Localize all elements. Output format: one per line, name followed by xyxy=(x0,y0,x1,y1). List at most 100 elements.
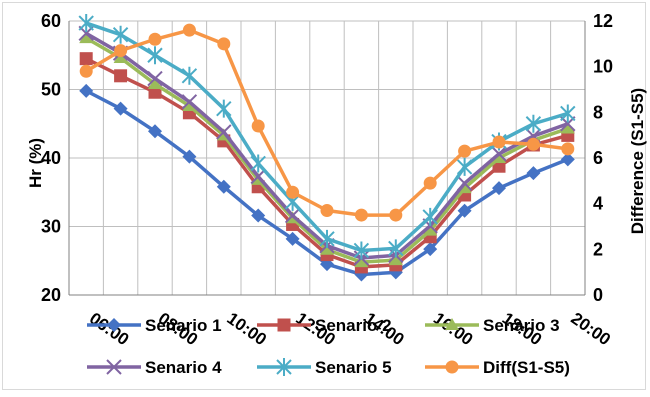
data-point xyxy=(388,253,403,266)
data-point xyxy=(526,137,540,151)
data-point xyxy=(560,121,575,134)
data-point xyxy=(492,135,506,149)
data-point xyxy=(182,149,197,164)
data-point xyxy=(113,101,128,116)
data-point xyxy=(491,146,507,162)
data-point xyxy=(560,104,576,123)
y2-tick-label: 4 xyxy=(593,194,603,214)
data-point xyxy=(250,154,266,173)
series-layer xyxy=(78,14,576,282)
data-point xyxy=(423,242,438,257)
data-point xyxy=(148,32,162,46)
data-point xyxy=(148,124,162,139)
series-diff-s1-s5- xyxy=(79,23,575,222)
data-point xyxy=(277,318,291,332)
data-point xyxy=(560,152,575,167)
y-tick-label: 40 xyxy=(41,148,61,168)
legend-label: Senario 1 xyxy=(145,316,222,335)
data-point xyxy=(320,257,334,272)
y2-tick-label: 10 xyxy=(593,57,613,77)
chart-frame: 20 30 40 50 60 0 2 4 6 8 10 12 06:00 08:00 10:00 12:00 1… xyxy=(2,2,647,390)
data-point xyxy=(284,207,301,224)
data-point xyxy=(319,229,335,248)
y-tick-label: 60 xyxy=(41,11,61,31)
x-tick-label: 06:00 xyxy=(86,309,133,350)
data-point xyxy=(79,64,93,78)
legend-item: Senario 4 xyxy=(87,358,222,377)
data-point xyxy=(423,176,437,190)
legend-label: Senario 5 xyxy=(315,358,392,377)
data-point xyxy=(388,239,404,258)
legend: Senario 1 Senario 2 Senario 3 Senario 4 Sena… xyxy=(87,316,570,377)
y2-axis-label: Difference (S1-S5) xyxy=(628,88,647,234)
data-point xyxy=(422,207,438,226)
legend-item: Senario 3 xyxy=(425,316,560,335)
legend-item: Senario 2 xyxy=(257,316,392,335)
data-point xyxy=(182,23,196,37)
data-point xyxy=(389,208,403,222)
data-point xyxy=(79,83,94,98)
legend-label: Senario 2 xyxy=(315,316,392,335)
data-point xyxy=(107,318,121,332)
legend-label: Diff(S1-S5) xyxy=(483,358,570,377)
data-point xyxy=(112,25,129,44)
y2-tick-label: 0 xyxy=(593,285,603,305)
data-point xyxy=(457,203,472,218)
y2-tick-label: 2 xyxy=(593,239,603,259)
legend-item: Diff(S1-S5) xyxy=(425,358,570,377)
data-point xyxy=(458,144,472,158)
legend-label: Senario 3 xyxy=(483,316,560,335)
y-tick-label: 20 xyxy=(41,285,61,305)
data-point xyxy=(251,208,266,223)
data-point xyxy=(79,52,93,66)
legend-item: Senario 1 xyxy=(87,316,222,335)
legend-item: Senario 5 xyxy=(257,358,392,377)
data-point xyxy=(216,99,232,118)
data-point xyxy=(285,231,300,246)
data-point xyxy=(216,124,232,140)
data-point xyxy=(525,114,542,133)
data-point xyxy=(445,360,459,374)
data-point xyxy=(492,151,506,163)
data-point xyxy=(320,242,334,255)
data-point xyxy=(114,69,128,83)
data-point xyxy=(353,241,370,260)
data-point xyxy=(78,14,94,33)
data-point xyxy=(423,223,438,236)
y-tick-label: 50 xyxy=(41,80,61,100)
data-point xyxy=(250,168,266,185)
data-point xyxy=(320,204,334,218)
data-point xyxy=(182,98,197,111)
data-point xyxy=(456,175,473,192)
data-point xyxy=(492,181,506,196)
data-point xyxy=(181,66,198,85)
data-point xyxy=(286,185,300,199)
data-point xyxy=(445,318,459,330)
data-point xyxy=(276,358,292,376)
x-tick-label: 20:00 xyxy=(568,309,615,350)
data-point xyxy=(147,70,163,87)
y2-tick-label: 12 xyxy=(593,11,613,31)
data-point xyxy=(79,31,94,44)
y-axis-label: Hr (%) xyxy=(26,138,45,188)
data-point xyxy=(354,255,369,268)
data-point xyxy=(526,166,541,181)
y-tick-label: 30 xyxy=(41,217,61,237)
series-senario-5 xyxy=(78,14,576,260)
legend-label: Senario 4 xyxy=(145,358,222,377)
data-point xyxy=(561,142,575,156)
data-point xyxy=(181,94,198,110)
data-point xyxy=(251,119,265,133)
data-point xyxy=(114,44,128,58)
x-tick-label: 10:00 xyxy=(224,309,271,350)
data-point xyxy=(106,359,122,375)
data-point xyxy=(147,46,163,65)
data-point xyxy=(354,208,368,222)
y2-tick-label: 6 xyxy=(593,148,603,168)
axes xyxy=(68,21,586,296)
data-point xyxy=(217,37,231,51)
data-point xyxy=(456,157,473,176)
y2-tick-label: 8 xyxy=(593,102,603,122)
data-point xyxy=(216,179,231,194)
